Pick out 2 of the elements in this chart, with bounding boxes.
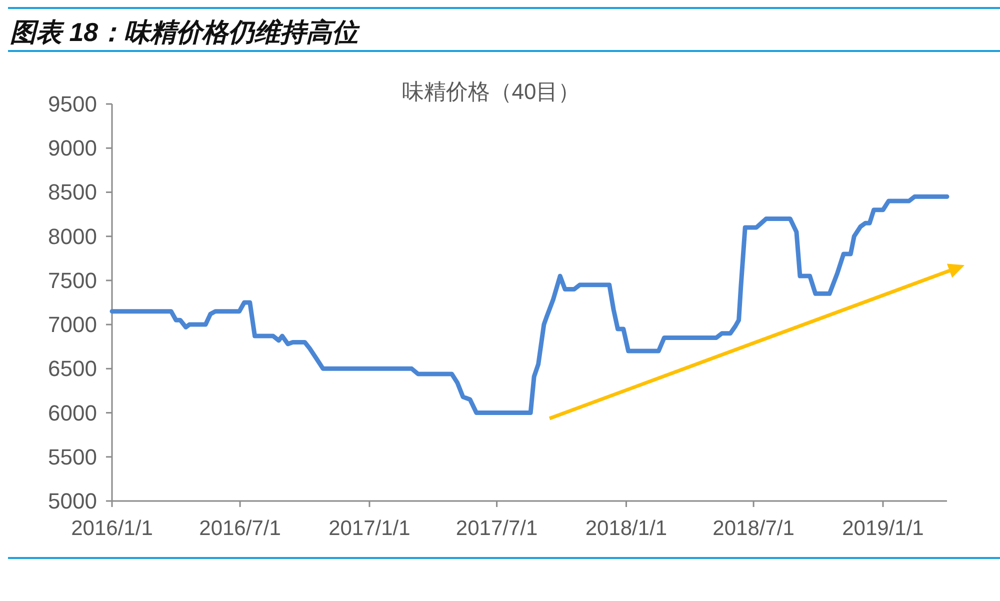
subtitle: 味精价格（40目） (402, 79, 580, 104)
title: 图表 18：味精价格仍维持高位 (10, 17, 358, 47)
